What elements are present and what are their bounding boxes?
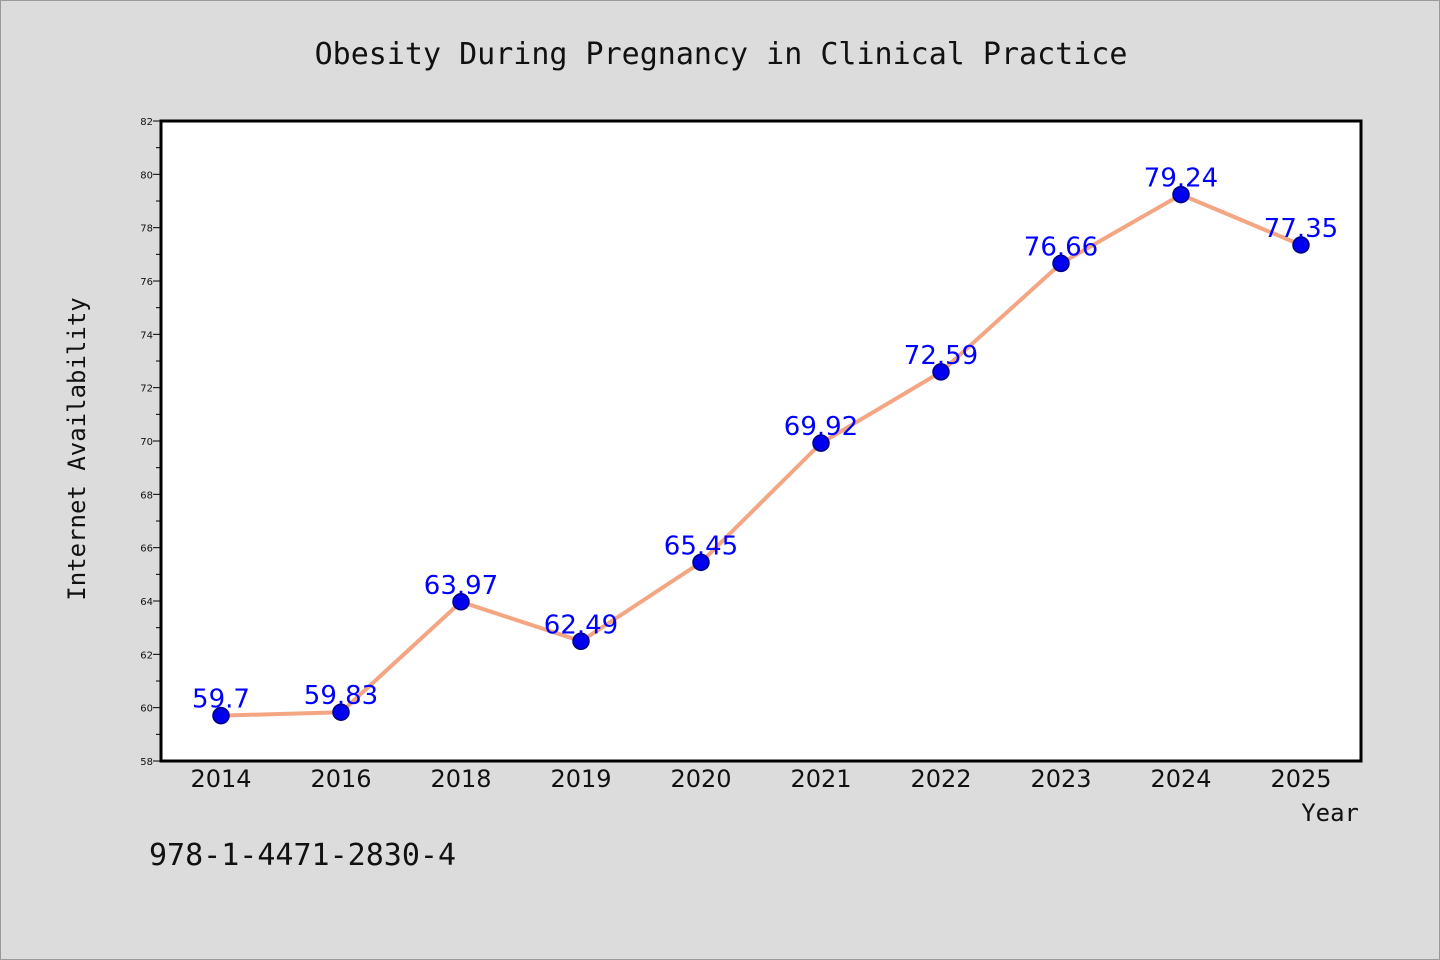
data-point: [452, 593, 470, 611]
x-tick-label: 2019: [550, 765, 611, 793]
y-tick-label: 64: [140, 597, 153, 608]
x-tick-label: 2014: [190, 765, 251, 793]
data-point: [812, 434, 830, 452]
data-label: 59.83: [304, 681, 378, 711]
chart-title: Obesity During Pregnancy in Clinical Pra…: [315, 37, 1128, 72]
data-point: [932, 363, 950, 381]
y-tick-label: 62: [140, 650, 153, 661]
data-point: [1052, 254, 1070, 273]
x-tick-label: 2016: [310, 765, 371, 793]
data-point: [332, 703, 350, 721]
y-tick-label: 74: [140, 330, 153, 341]
data-labels: 59.7 59.83 63.97 62.49 65.45 69.92 72.59 76.66 7…: [192, 164, 1338, 715]
y-tick-label: 80: [140, 170, 153, 181]
x-axis: 2014 2016 2018 2019 2020 2021 2022 2023 2024 2025: [190, 765, 1331, 793]
data-label: 69.92: [784, 412, 858, 442]
x-tick-label: 2021: [790, 765, 851, 793]
y-tick-label: 78: [140, 224, 153, 235]
data-label: 62.49: [544, 610, 618, 640]
data-label: 79.24: [1144, 164, 1218, 194]
data-label: 77.35: [1264, 214, 1338, 244]
isbn-annotation: 978-1-4471-2830-4: [149, 838, 456, 873]
y-tick-label: 82: [140, 117, 153, 128]
data-point: [692, 553, 710, 572]
x-tick-label: 2025: [1270, 765, 1331, 793]
data-label: 63.97: [424, 571, 498, 601]
y-tick-label: 58: [140, 757, 153, 768]
x-tick-label: 2020: [670, 765, 731, 793]
series-line: [220, 192, 1302, 718]
x-tick-label: 2018: [430, 765, 491, 793]
y-tick-label: 70: [140, 437, 153, 448]
y-axis-label: Internet Availability: [63, 297, 91, 600]
data-label: 72.59: [904, 341, 978, 371]
data-point: [1292, 236, 1310, 254]
y-axis: 58 60 62 64 66 68 70 72 74 76 78 80 82: [140, 117, 161, 768]
data-label: 59.7: [192, 685, 250, 715]
data-label: 76.66: [1024, 232, 1098, 262]
x-tick-label: 2024: [1150, 765, 1211, 793]
data-point: [212, 706, 230, 725]
y-tick-label: 60: [140, 704, 153, 715]
plot-area: [161, 121, 1361, 761]
plot-frame: [159, 119, 1363, 763]
x-axis-label: Year: [1301, 799, 1359, 827]
x-tick-label: 2022: [910, 765, 971, 793]
y-tick-label: 72: [140, 384, 153, 395]
data-point: [1172, 185, 1190, 204]
y-tick-label: 68: [140, 490, 153, 501]
x-tick-label: 2023: [1030, 765, 1091, 793]
y-tick-label: 76: [140, 277, 153, 288]
y-tick-label: 66: [140, 544, 153, 555]
data-point: [572, 632, 590, 651]
data-points: [212, 185, 1310, 725]
data-label: 65.45: [664, 531, 738, 561]
